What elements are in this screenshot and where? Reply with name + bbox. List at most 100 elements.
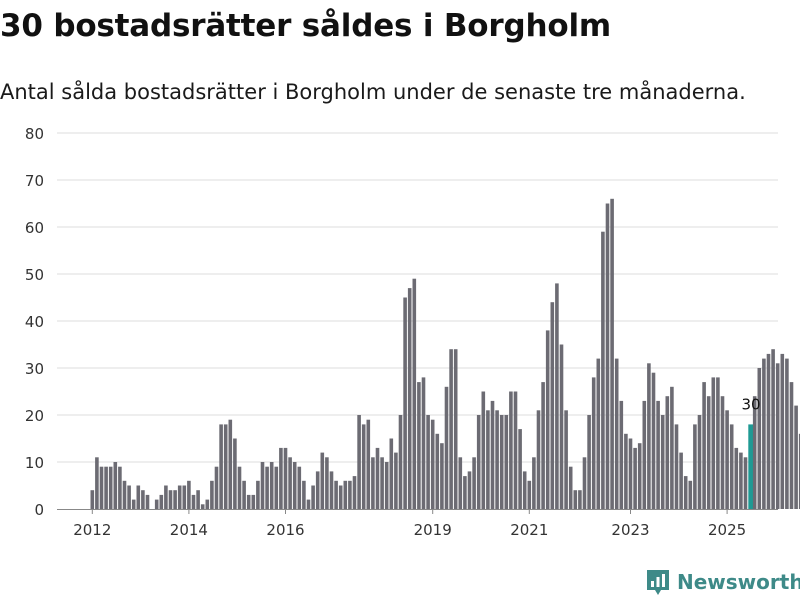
y-tick-label: 60 [25,219,44,237]
y-tick-label: 20 [25,407,44,425]
bar [118,466,122,509]
bar [127,485,131,509]
bar [196,490,200,509]
bar [527,480,532,509]
bar [384,462,389,509]
bar [559,344,564,509]
bars [90,198,800,510]
bar [417,382,421,509]
bar [509,391,513,509]
bar [269,462,274,509]
highlight-value-label: 30 [742,395,761,413]
bar [131,499,136,509]
bar [591,377,596,509]
bar [279,447,283,509]
bar [771,349,775,509]
page-subtitle: Antal sålda bostadsrätter i Borgholm und… [0,80,746,104]
bar [605,203,610,509]
bar [237,466,242,509]
bar [706,396,711,509]
newsworthy-logo[interactable]: Newsworthy [645,568,800,596]
bar [495,410,499,509]
bar [536,410,541,509]
bar [628,438,633,509]
bar [693,424,697,509]
bar [794,405,798,509]
bar [141,490,145,509]
bar [315,471,320,509]
bar [545,330,550,509]
bar [785,358,789,509]
bar [95,457,99,509]
bar [375,447,380,509]
bar [486,410,490,509]
bar [394,452,398,509]
bar [274,466,279,509]
bar [136,485,141,509]
bar [564,410,568,509]
bar [187,480,191,509]
bar [665,396,670,509]
bar [453,349,458,509]
bar [223,424,228,509]
gridlines [57,132,778,463]
y-tick-label: 10 [25,454,44,472]
bar [513,391,518,509]
bar [541,382,545,509]
bar [90,490,95,509]
bar [679,452,683,509]
bar [467,471,472,509]
bar [637,443,642,509]
data-labels: 30 [742,395,761,413]
bar [334,480,338,509]
bar [596,358,601,509]
newsworthy-chart-icon [647,570,669,595]
bar [265,466,269,509]
bar [734,447,739,509]
bar [421,377,426,509]
bar [578,490,582,509]
bar [398,415,403,509]
bar [164,485,168,509]
bar [587,415,591,509]
bar [642,400,647,509]
bar [403,297,407,509]
bar [610,198,614,510]
bar [380,457,384,509]
x-tick-label: 2021 [510,521,548,539]
bar [288,457,292,509]
bar [145,494,150,509]
bar [440,443,444,509]
bar [532,457,536,509]
bar [297,466,302,509]
bar [720,396,725,509]
bar [601,231,605,509]
bar [752,396,757,509]
bar [702,382,706,509]
bar [325,457,329,509]
bar [306,499,311,509]
bar [651,372,656,509]
bar [568,466,573,509]
bar [711,377,716,509]
bar [302,480,306,509]
bar [320,452,325,509]
y-tick-label: 40 [25,313,44,331]
x-tick-label: 2014 [170,521,208,539]
bar [283,447,288,509]
bar [191,494,196,509]
bar [463,476,467,509]
bar [108,466,113,509]
bar [228,419,233,509]
bar [366,419,371,509]
bar [173,490,177,509]
bar [113,462,118,509]
x-tick-label: 2012 [73,521,111,539]
bar [504,415,509,509]
y-axis-ticks: 0 10 20 30 40 50 60 70 80 [25,125,44,519]
bar [775,363,780,509]
bar [214,466,219,509]
bar [389,438,394,509]
bar [210,480,214,509]
bar [260,462,265,509]
